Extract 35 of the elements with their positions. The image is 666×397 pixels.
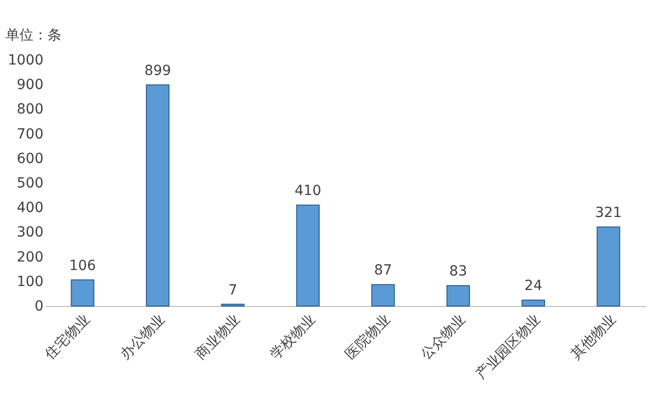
y-axis-title: 单位：条 [6, 28, 62, 44]
bar [371, 284, 395, 306]
x-tick-label: 办公物业 [117, 312, 168, 363]
bar [146, 84, 170, 306]
data-label: 899 [144, 62, 172, 79]
bar [296, 204, 320, 306]
x-tick-label: 商业物业 [192, 312, 244, 363]
x-tick-label: 住宅物业 [42, 312, 94, 364]
y-tick-label: 200 [16, 249, 44, 266]
y-tick-label: 300 [16, 224, 44, 241]
y-tick-label: 400 [16, 200, 44, 216]
y-tick-label: 600 [16, 150, 44, 167]
x-tick-label: 其他物业 [568, 312, 620, 363]
data-label: 87 [374, 262, 392, 279]
data-label: 321 [595, 205, 622, 222]
x-tick-label: 产业园区物业 [473, 312, 544, 383]
y-tick-label: 1000 [8, 52, 44, 68]
y-tick-label: 0 [34, 298, 44, 314]
bar [70, 279, 94, 306]
data-label: 410 [294, 183, 322, 200]
bar [522, 300, 546, 306]
y-tick-label: 500 [16, 176, 44, 192]
x-tick-label: 学校物业 [268, 312, 319, 363]
bar [446, 285, 470, 306]
data-label: 7 [228, 282, 238, 298]
bar [596, 226, 620, 306]
y-tick-label: 900 [16, 77, 44, 94]
data-label: 83 [449, 264, 468, 280]
y-tick-label: 100 [16, 274, 44, 290]
data-label: 24 [524, 278, 542, 294]
x-tick-label: 医院物业 [342, 312, 394, 363]
y-tick-label: 700 [16, 126, 44, 142]
x-tick-label: 公众物业 [418, 312, 469, 363]
y-tick-label: 800 [16, 102, 44, 118]
data-label: 106 [69, 258, 96, 274]
